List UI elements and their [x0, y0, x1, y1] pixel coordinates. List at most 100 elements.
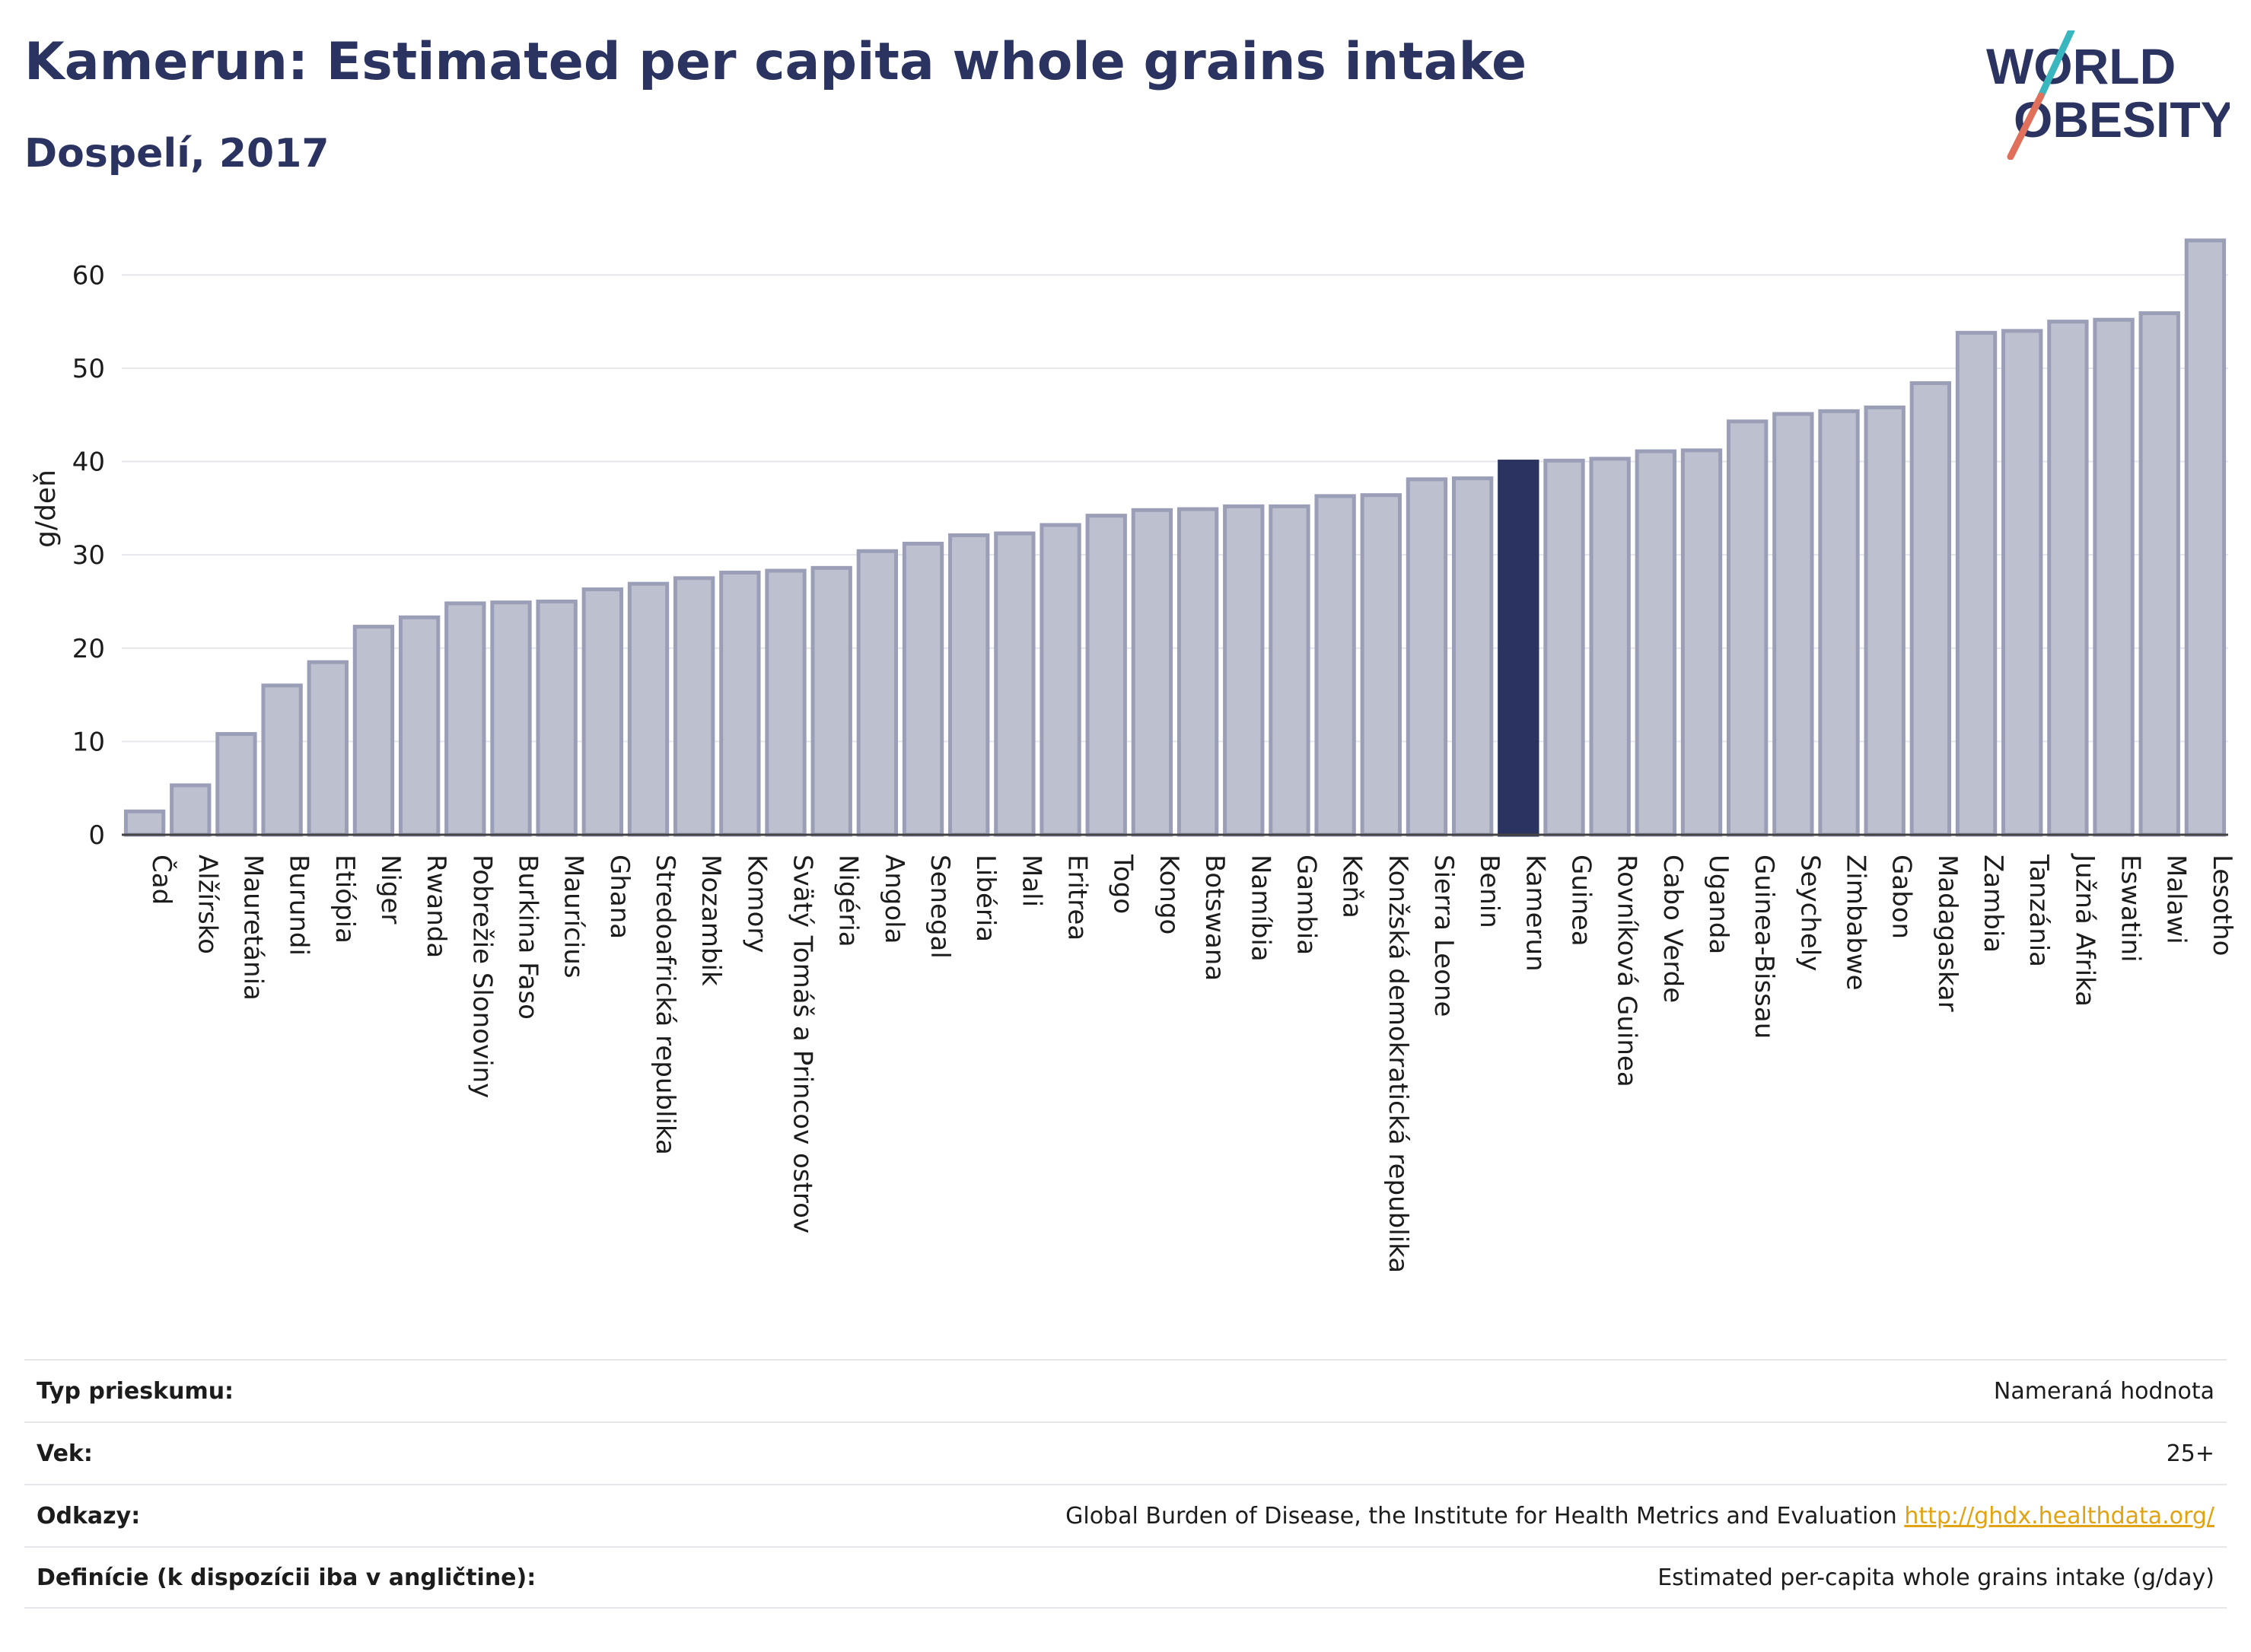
bar: [1909, 381, 1952, 837]
info-label: Typ prieskumu:: [37, 1377, 234, 1405]
y-tick-label: 0: [88, 820, 105, 851]
x-tick-label: Ghana: [604, 855, 635, 939]
info-row-references: Odkazy: Global Burden of Disease, the In…: [24, 1484, 2227, 1546]
bar: [490, 600, 532, 837]
bar: [719, 570, 761, 837]
bar: [2047, 320, 2089, 837]
bar: [1772, 412, 1814, 837]
bar: [307, 660, 349, 837]
x-tick-label: Alžírsko: [192, 855, 222, 954]
x-tick-label: Botswana: [1199, 855, 1230, 981]
bar: [1176, 507, 1219, 837]
bar: [1543, 458, 1585, 837]
x-tick-label: Kongo: [1154, 855, 1184, 934]
x-tick-label: Komory: [741, 855, 772, 953]
bar: [444, 601, 486, 837]
bar: [215, 732, 257, 837]
x-tick-label: Libéria: [970, 855, 1001, 942]
logo-word-obesity: OBESITY: [2014, 91, 2230, 148]
y-tick-label: 40: [72, 447, 105, 478]
x-tick-label: Guinea-Bissau: [1749, 855, 1779, 1039]
info-label: Vek:: [37, 1440, 93, 1467]
bar: [1360, 493, 1402, 837]
bar: [1040, 523, 1081, 837]
bar: [1680, 448, 1723, 837]
x-axis-labels: Čad Alžírsko Mauretánia Burundi Etiópia Niger…: [146, 853, 2237, 1273]
x-tick-label: Nigéria: [833, 855, 864, 947]
y-axis-ticks: 0 10 20 30 40 50 60: [72, 260, 105, 851]
x-tick-label: Eswatini: [2116, 855, 2146, 963]
x-tick-label: Burundi: [284, 855, 314, 956]
reference-link[interactable]: http://ghdx.healthdata.org/: [1904, 1502, 2214, 1529]
x-tick-label: Južná Afrika: [2069, 853, 2100, 1007]
y-tick-label: 30: [72, 540, 105, 571]
bar: [1451, 476, 1494, 837]
bar: [352, 625, 395, 837]
bar: [1223, 504, 1265, 837]
bar-chart: 0 10 20 30 40 50 60 Čad Alžírsko Mauretánia Burun…: [30, 238, 2237, 1273]
x-tick-label: Etiópia: [330, 855, 360, 944]
x-tick-label: Lesotho: [2207, 855, 2237, 956]
bar: [627, 581, 670, 837]
x-tick-label: Rwanda: [421, 855, 451, 958]
y-tick-label: 50: [72, 354, 105, 384]
x-tick-label: Čad: [146, 855, 177, 905]
bar: [261, 683, 303, 837]
bar: [1406, 477, 1448, 837]
info-value-references: Global Burden of Disease, the Institute …: [1065, 1503, 2214, 1529]
bar: [765, 568, 807, 837]
bar: [1727, 419, 1769, 837]
bar: [398, 615, 441, 837]
bar: [856, 549, 899, 837]
x-tick-label: Burkina Faso: [512, 855, 543, 1020]
x-tick-label: Malawi: [2161, 855, 2192, 944]
x-tick-label: Mozambik: [696, 855, 726, 986]
chart-title: Kamerun: Estimated per capita whole grai…: [24, 32, 1527, 92]
x-tick-label: Zimbabwe: [1841, 855, 1871, 991]
x-tick-label: Senegal: [925, 855, 955, 959]
x-tick-label: Svätý Tomáš a Princov ostrov: [788, 855, 818, 1233]
x-tick-label: Maurícius: [559, 855, 589, 979]
bar: [1818, 409, 1860, 837]
x-tick-label: Guinea: [1565, 855, 1596, 947]
reference-text: Global Burden of Disease, the Institute …: [1065, 1502, 1897, 1529]
info-value: Nameraná hodnota: [1993, 1377, 2214, 1405]
x-tick-label: Kamerun: [1520, 855, 1550, 972]
bar: [2001, 329, 2043, 837]
x-tick-label: Mauretánia: [237, 855, 268, 1001]
bars: [123, 238, 2227, 837]
x-tick-label: Benin: [1474, 855, 1504, 928]
bar: [1589, 457, 1631, 837]
bar: [1085, 514, 1127, 837]
logo-word-world: WORLD: [1986, 38, 2176, 94]
x-tick-label: Sierra Leone: [1428, 855, 1459, 1017]
bar: [1955, 330, 1998, 837]
x-tick-label: Eritrea: [1062, 855, 1093, 941]
bar: [1635, 449, 1676, 837]
x-tick-label: Gabon: [1886, 855, 1917, 939]
y-tick-label: 60: [72, 260, 105, 291]
bar: [1269, 504, 1310, 837]
info-table: Typ prieskumu: Nameraná hodnota Vek: 25+…: [24, 1359, 2227, 1609]
x-tick-label: Stredoafrická republika: [650, 855, 680, 1155]
x-tick-label: Madagaskar: [1932, 855, 1963, 1012]
x-tick-label: Uganda: [1703, 855, 1734, 954]
y-tick-label: 20: [72, 634, 105, 664]
x-tick-label: Cabo Verde: [1657, 855, 1688, 1003]
bar: [170, 783, 212, 837]
y-axis-label: g/deň: [30, 469, 62, 548]
bar: [123, 809, 166, 837]
info-row-age: Vek: 25+: [24, 1421, 2227, 1484]
bar: [536, 599, 578, 837]
info-value: 25+: [2166, 1440, 2214, 1467]
x-tick-label: Angola: [879, 855, 909, 944]
bar: [1864, 405, 1906, 837]
x-tick-label: Konžská demokratická republika: [1383, 855, 1413, 1273]
bar: [2093, 317, 2135, 837]
bar: [1131, 508, 1173, 837]
info-value: Estimated per-capita whole grains intake…: [1657, 1564, 2214, 1591]
x-tick-label: Namíbia: [1245, 855, 1275, 962]
bar: [581, 587, 623, 837]
bar: [810, 565, 852, 837]
bar-highlighted: [1498, 460, 1539, 837]
